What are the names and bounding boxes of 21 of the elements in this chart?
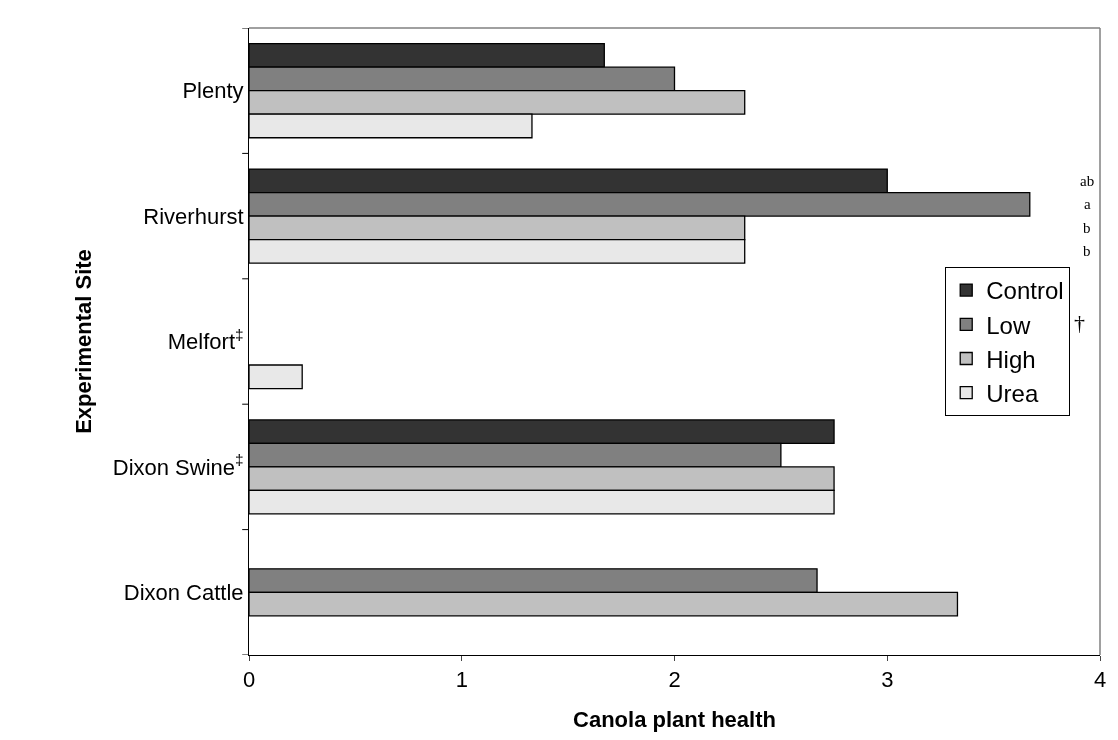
x-tick-label: 2 [668, 667, 681, 693]
x-tick-label: 1 [455, 667, 468, 693]
legend-label: Urea [986, 380, 1039, 408]
x-tick-label: 3 [881, 667, 894, 693]
x-axis-title: Canola plant health [573, 707, 776, 733]
legend-label: High [986, 345, 1036, 373]
annotation: † [1074, 310, 1085, 335]
y-tick-label: Plenty [182, 78, 244, 104]
y-tick-label: Riverhurst [143, 203, 244, 229]
y-tick-label: Dixon Cattle [123, 580, 244, 605]
x-tick-label: 0 [242, 667, 256, 693]
y-tick-label: Dixon Swine$^{‡}$ [112, 451, 244, 480]
annotation: b [1083, 243, 1091, 259]
y-tick-label: Melfort$^{‡}$ [167, 325, 244, 355]
annotation: a [1084, 196, 1091, 212]
y-axis-title: Experimental Site [70, 249, 96, 434]
annotation: ab [1080, 173, 1095, 189]
x-tick-label: 4 [1093, 667, 1107, 693]
legend-label: Control [986, 277, 1064, 305]
annotation: b [1083, 220, 1091, 236]
legend-label: Low [986, 311, 1031, 339]
